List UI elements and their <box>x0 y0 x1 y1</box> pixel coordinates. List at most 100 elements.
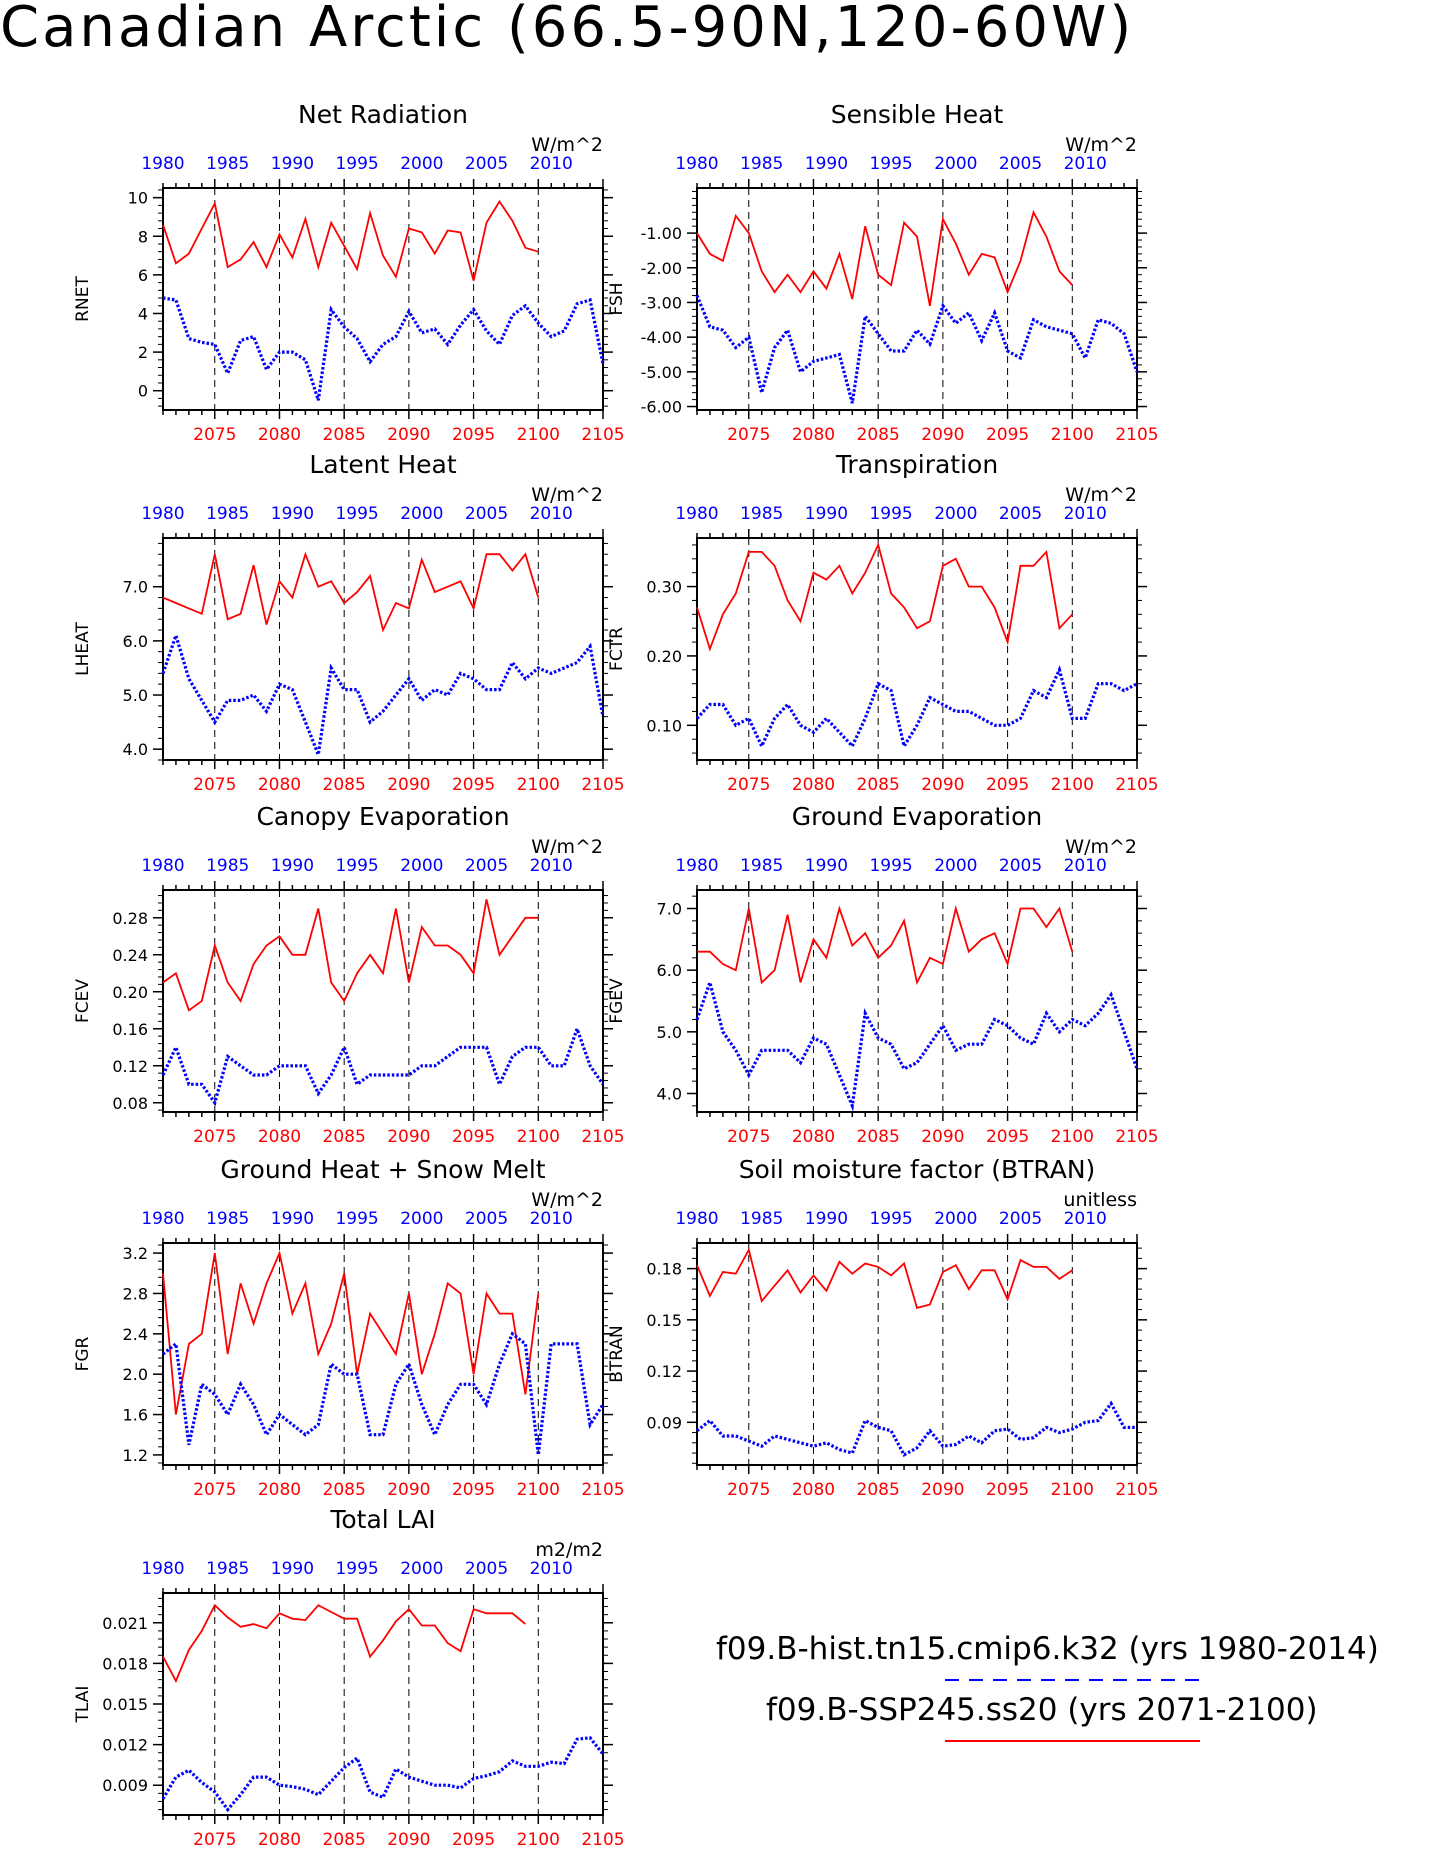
bottom-year-label: 2075 <box>193 775 236 795</box>
top-year-label: 1990 <box>271 504 314 524</box>
y-tick-label: 0.30 <box>646 578 682 597</box>
y-tick-label: -2.00 <box>641 259 682 278</box>
bottom-year-label: 2075 <box>727 1127 770 1147</box>
y-tick-label: 0.08 <box>112 1094 148 1113</box>
bottom-year-label: 2100 <box>517 1127 560 1147</box>
units-label: W/m^2 <box>1065 484 1137 506</box>
y-tick-label: 2 <box>138 343 148 362</box>
plot-frame <box>162 1592 604 1816</box>
ssp-series-line <box>696 1247 1073 1309</box>
units-label: unitless <box>1063 1189 1137 1211</box>
y-tick-label: 0.28 <box>112 909 148 928</box>
bottom-year-label: 2105 <box>1115 1480 1158 1500</box>
hist-series-line <box>161 630 605 761</box>
y-tick-label: -4.00 <box>641 328 682 347</box>
y-tick-label: 10 <box>128 189 148 208</box>
top-year-label: 2000 <box>934 154 977 174</box>
bottom-year-label: 2100 <box>517 775 560 795</box>
plot-frame <box>696 187 1138 411</box>
y-tick-label: 6 <box>138 266 148 285</box>
bottom-year-label: 2085 <box>857 425 900 445</box>
ssp-series-line <box>696 542 1073 652</box>
bottom-year-label: 2095 <box>986 1480 1029 1500</box>
y-tick-label: 5.0 <box>657 1023 682 1042</box>
top-year-label: 2010 <box>1064 1209 1107 1229</box>
top-year-label: 2000 <box>934 1209 977 1229</box>
top-year-label: 1995 <box>869 856 912 876</box>
panel-fcev: Canopy Evaporation W/m^2 2075 2080 2085 2090 2… <box>73 802 625 1147</box>
bottom-year-label: 2075 <box>193 425 236 445</box>
plot-frame <box>162 537 604 761</box>
ssp-series-line <box>162 1603 526 1684</box>
top-year-label: 2005 <box>465 856 508 876</box>
y-tick-label: 2.8 <box>123 1284 148 1303</box>
panel-fsh: Sensible Heat W/m^2 2075 2080 2085 2090 2095 21… <box>607 100 1159 445</box>
units-label: W/m^2 <box>1065 134 1137 156</box>
bottom-year-label: 2105 <box>1115 775 1158 795</box>
bottom-year-label: 2090 <box>921 425 964 445</box>
top-year-label: 2000 <box>400 856 443 876</box>
top-year-label: 1980 <box>141 1559 184 1579</box>
y-tick-label: 3.2 <box>123 1244 148 1263</box>
top-year-label: 1990 <box>271 154 314 174</box>
y-axis-label: FGEV <box>607 978 627 1024</box>
bottom-year-label: 2080 <box>258 425 301 445</box>
bottom-year-label: 2105 <box>581 425 624 445</box>
bottom-year-label: 2080 <box>258 1480 301 1500</box>
y-axis-label: FCEV <box>73 979 93 1023</box>
ssp-series-line <box>162 199 539 281</box>
y-tick-label: 0.015 <box>102 1695 148 1714</box>
top-year-label: 2005 <box>465 504 508 524</box>
legend-ssp-label: f09.B-SSP245.ss20 (yrs 2071-2100) <box>766 1692 1318 1728</box>
panel-tlai: Total LAI m2/m2 2075 2080 2085 2090 2095 2100 21… <box>73 1505 625 1849</box>
panel-fgr: Ground Heat + Snow Melt W/m^2 2075 2080 2085… <box>73 1155 625 1500</box>
units-label: W/m^2 <box>531 484 603 506</box>
panel-title: Total LAI <box>329 1505 435 1534</box>
bottom-year-label: 2100 <box>517 425 560 445</box>
top-year-label: 2000 <box>400 1209 443 1229</box>
plot-frame <box>162 187 604 411</box>
top-year-label: 1985 <box>740 1209 783 1229</box>
bottom-year-label: 2085 <box>857 1480 900 1500</box>
y-axis-label: RNET <box>73 276 93 322</box>
bottom-year-label: 2090 <box>387 1127 430 1147</box>
y-tick-label: 6.0 <box>657 961 682 980</box>
y-axis-label: FSH <box>607 282 627 315</box>
top-year-label: 1985 <box>206 856 249 876</box>
top-year-label: 1985 <box>206 154 249 174</box>
bottom-year-label: 2090 <box>921 1480 964 1500</box>
hist-series-line <box>696 1400 1137 1457</box>
top-year-label: 2000 <box>400 154 443 174</box>
y-tick-label: -1.00 <box>641 224 682 243</box>
top-year-label: 1980 <box>675 1209 718 1229</box>
y-axis-label: LHEAT <box>73 622 93 676</box>
top-year-label: 2005 <box>999 1209 1042 1229</box>
top-year-label: 1990 <box>805 856 848 876</box>
top-year-label: 1990 <box>271 856 314 876</box>
y-tick-label: 0.24 <box>112 946 148 965</box>
bottom-year-label: 2075 <box>727 1480 770 1500</box>
panel-title: Soil moisture factor (BTRAN) <box>739 1155 1096 1184</box>
y-tick-label: 2.4 <box>123 1325 148 1344</box>
bottom-year-label: 2085 <box>857 1127 900 1147</box>
top-year-label: 2010 <box>530 154 573 174</box>
panel-fgev: Ground Evaporation W/m^2 2075 2080 2085 2090 2… <box>607 802 1159 1147</box>
bottom-year-label: 2075 <box>193 1127 236 1147</box>
bottom-year-label: 2100 <box>1051 775 1094 795</box>
units-label: m2/m2 <box>535 1539 603 1561</box>
top-year-label: 2000 <box>934 504 977 524</box>
y-axis-label: FCTR <box>607 627 627 671</box>
hist-series-line <box>695 977 1139 1112</box>
bottom-year-label: 2075 <box>193 1480 236 1500</box>
top-year-label: 1995 <box>335 1209 378 1229</box>
bottom-year-label: 2095 <box>452 1127 495 1147</box>
top-year-label: 2010 <box>1064 154 1107 174</box>
y-tick-label: 0.012 <box>102 1736 148 1755</box>
top-year-label: 2005 <box>465 154 508 174</box>
units-label: W/m^2 <box>1065 836 1137 858</box>
bottom-year-label: 2090 <box>921 1127 964 1147</box>
plot-frame <box>696 1242 1138 1466</box>
y-tick-label: 0.018 <box>102 1654 148 1673</box>
bottom-year-label: 2105 <box>581 1127 624 1147</box>
top-year-label: 1985 <box>206 504 249 524</box>
